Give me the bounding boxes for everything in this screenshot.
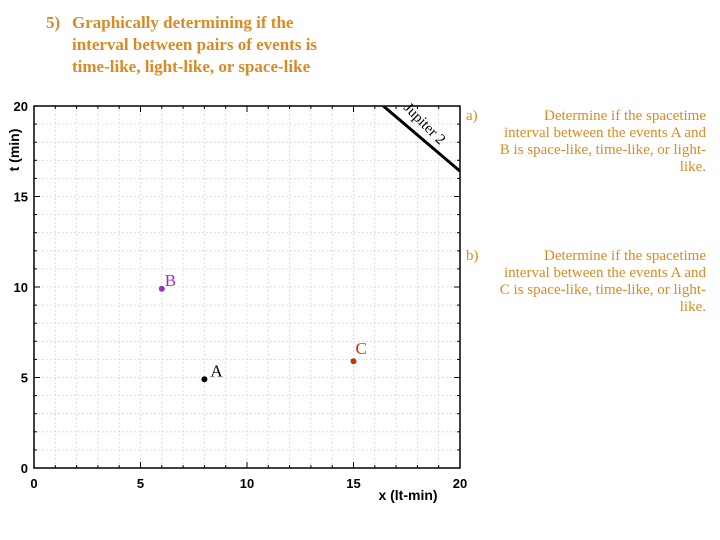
x-tick-label: 5 [137,476,144,491]
y-axis-label: t (min) [6,129,22,172]
title-line-2: interval between pairs of events is [72,35,318,54]
events: A B C [158,271,367,383]
x-tick-label: 15 [346,476,360,491]
y-tick-label: 10 [14,280,28,295]
event-label-a: A [210,361,223,380]
event-label-c: C [356,339,367,358]
title-line-3: time-like, light-like, or space-like [72,57,311,76]
event-point-b [158,285,165,292]
x-tick-label: 20 [453,476,467,491]
question-b-label: b) [466,248,479,264]
question-b-text: Determine if the spacetime interval betw… [499,248,706,315]
slide-title: 5) Graphically determining if the interva… [46,12,406,78]
title-number: 5) [46,13,61,32]
y-tick-label: 20 [14,99,28,114]
title-line-1: 5) Graphically determining if the [46,13,294,32]
question-a-text: Determine if the spacetime interval betw… [499,108,706,175]
x-axis-label: x (lt-min) [378,487,437,503]
tick-labels: 0 5 10 15 20 0 5 10 15 20 [14,99,468,491]
grid [34,106,460,468]
plot-frame [33,105,461,469]
y-tick-label: 5 [21,371,28,386]
y-tick-label: 15 [14,190,28,205]
y-tick-label: 0 [21,461,28,476]
question-a-label: a) [466,108,478,124]
x-tick-label: 0 [30,476,37,491]
event-label-b: B [165,271,176,290]
x-tick-label: 10 [240,476,254,491]
worldline-line [381,106,460,173]
event-point-c [350,358,357,365]
worldline: Jupiter 2 [381,100,460,173]
event-point-a [201,376,208,383]
